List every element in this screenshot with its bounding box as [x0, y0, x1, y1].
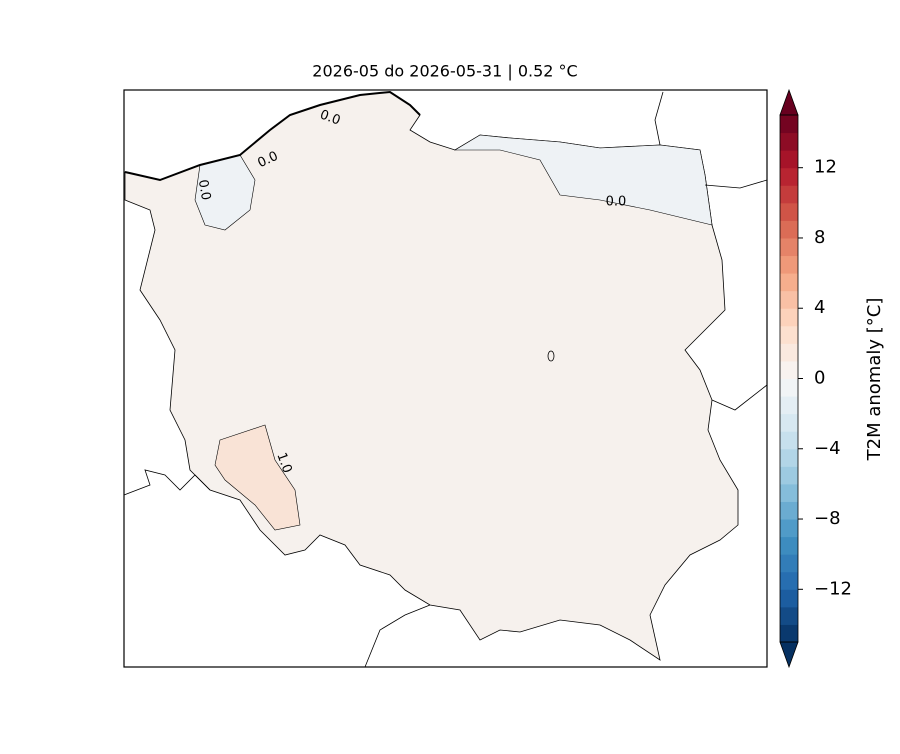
colorbar-band [780, 273, 798, 292]
colorbar-band [780, 378, 798, 397]
map-frame [123, 89, 768, 668]
colorbar-band [780, 413, 798, 432]
contour-label: 0.0 [318, 107, 343, 128]
coastline [124, 90, 421, 182]
colorbar-band [780, 554, 798, 573]
colorbar-band [780, 448, 798, 467]
contour-label: 0.0 [606, 195, 627, 210]
colorbar-band [780, 501, 798, 520]
colorbar-band [780, 255, 798, 274]
colorbar-label: T2M anomaly [°C] [864, 298, 885, 462]
colorbar-band [780, 220, 798, 239]
contour-label: 0.0 [195, 179, 213, 202]
colorbar-band [780, 185, 798, 204]
colorbar-tick-label: 4 [814, 297, 825, 318]
contour-island [547, 350, 555, 362]
border [711, 384, 768, 411]
colorbar-band [780, 519, 798, 538]
colorbar-band [780, 360, 798, 379]
colorbar-band [780, 624, 798, 643]
border [654, 91, 664, 146]
border [123, 469, 211, 496]
colorbar: −12 −8 −4 0 4 8 12 [779, 88, 852, 669]
colorbar-band [780, 536, 798, 555]
colorbar-band [780, 343, 798, 362]
colorbar-tick-label: 8 [814, 227, 825, 248]
colorbar-tick-label: 0 [814, 368, 825, 389]
border [704, 179, 768, 189]
colorbar-band [780, 325, 798, 344]
colorbar-tick-label: −4 [814, 438, 841, 459]
map-title: 2026-05 do 2026-05-31 | 0.52 °C [312, 62, 577, 81]
colorbar-band [780, 571, 798, 590]
colorbar-band [780, 589, 798, 608]
colorbar-band [780, 308, 798, 327]
colorbar-band [780, 132, 798, 151]
colorbar-extend [779, 641, 799, 669]
colorbar-band [780, 150, 798, 169]
colorbar-band [780, 466, 798, 485]
colorbar-band [780, 290, 798, 309]
colorbar-tick-label: −8 [814, 508, 841, 529]
negative-anomaly-ne [453, 134, 713, 226]
border [364, 604, 431, 668]
colorbar-band [780, 202, 798, 221]
contour-label: 1.0 [273, 451, 294, 476]
map: 0.0 0.0 0.0 0.0 1.0 [123, 89, 768, 668]
colorbar-band [780, 115, 798, 134]
colorbar-extend [779, 88, 799, 116]
colorbar-band [780, 483, 798, 502]
negative-anomaly-nw [194, 154, 256, 231]
colorbar-band [780, 431, 798, 450]
colorbar-band [780, 237, 798, 257]
colorbar-tick-label: 12 [814, 157, 837, 178]
colorbar-tick-label: −12 [814, 578, 852, 599]
colorbar-band [780, 396, 798, 415]
colorbar-band [780, 606, 798, 625]
positive-anomaly-sw [214, 424, 301, 531]
colorbar-band [780, 167, 798, 186]
